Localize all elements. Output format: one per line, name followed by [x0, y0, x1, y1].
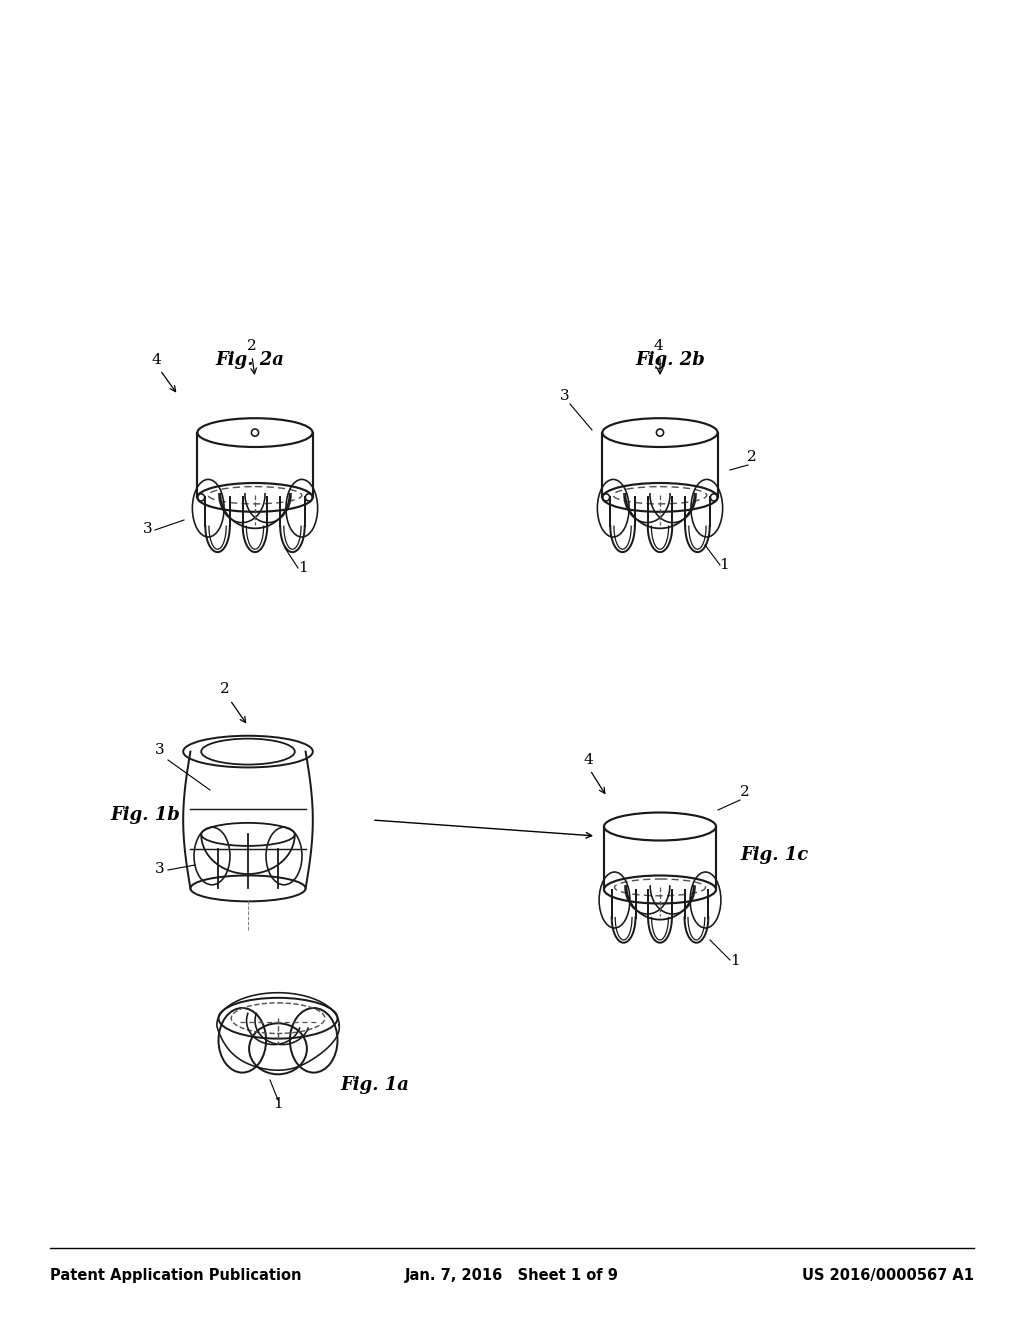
Text: Fig. 1c: Fig. 1c [740, 846, 808, 865]
Text: 2: 2 [247, 339, 257, 352]
Text: Fig. 2b: Fig. 2b [635, 351, 705, 370]
Text: 1: 1 [719, 558, 729, 572]
Text: 2: 2 [748, 450, 757, 465]
Text: Fig. 2a: Fig. 2a [215, 351, 284, 370]
Text: Fig. 1b: Fig. 1b [110, 807, 180, 824]
Text: 3: 3 [156, 862, 165, 876]
Text: 3: 3 [143, 521, 153, 536]
Text: US 2016/0000567 A1: US 2016/0000567 A1 [802, 1269, 974, 1283]
Text: 1: 1 [298, 561, 308, 576]
Text: 2: 2 [220, 682, 229, 696]
Text: 1: 1 [273, 1097, 283, 1111]
Text: Patent Application Publication: Patent Application Publication [50, 1269, 301, 1283]
Text: 3: 3 [560, 389, 569, 403]
Text: 1: 1 [730, 954, 740, 968]
Text: 4: 4 [152, 352, 161, 367]
Text: 2: 2 [740, 785, 750, 799]
Text: 4: 4 [653, 339, 663, 352]
Text: 4: 4 [583, 752, 593, 767]
Text: Jan. 7, 2016   Sheet 1 of 9: Jan. 7, 2016 Sheet 1 of 9 [406, 1269, 618, 1283]
Text: 3: 3 [156, 743, 165, 756]
Text: Fig. 1a: Fig. 1a [340, 1076, 409, 1094]
